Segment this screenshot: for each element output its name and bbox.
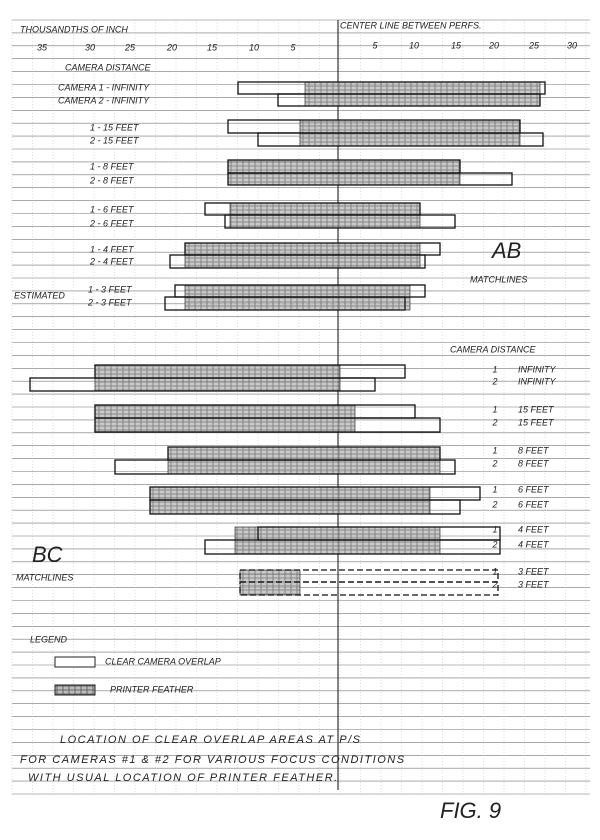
row-distance: 8 FEET — [518, 445, 550, 455]
row-distance: 6 FEET — [518, 484, 550, 494]
row-camera: 2 — [491, 499, 497, 509]
row-distance: INFINITY — [518, 364, 556, 374]
row-label: 2 - 6 FEET — [89, 218, 135, 228]
row-label: 1 - 15 FEET — [90, 122, 140, 132]
caption-line: LOCATION OF CLEAR OVERLAP AREAS AT P/S — [60, 734, 362, 746]
scale-label: 35 — [37, 42, 48, 52]
row-label: 2 - 3 FEET — [87, 297, 133, 307]
row-camera: 2 — [491, 458, 497, 468]
caption-line: FOR CAMERAS #1 & #2 FOR VARIOUS FOCUS CO… — [20, 754, 406, 766]
clear-overlap — [224, 214, 456, 229]
scale-label: 20 — [488, 40, 499, 50]
scale-label: 5 — [290, 42, 296, 52]
clear-overlap — [164, 296, 406, 311]
scale-label: 10 — [249, 42, 259, 52]
ab-label: MATCHLINES — [470, 274, 527, 284]
row-distance: 15 FEET — [518, 417, 555, 427]
row-camera: 1 — [492, 524, 497, 534]
clear-overlap — [114, 459, 456, 475]
row-label: 1 - 6 FEET — [90, 204, 135, 214]
scale-label: 15 — [207, 42, 218, 52]
legend-swatch-clear — [54, 656, 96, 668]
scale-label: 15 — [451, 40, 462, 50]
legend-title: LEGEND — [30, 634, 68, 644]
row-label: 1 - 8 FEET — [90, 161, 135, 171]
row-distance: 4 FEET — [518, 524, 550, 534]
scale-label: 5 — [372, 40, 378, 50]
row-distance: 15 FEET — [518, 404, 555, 414]
legend-item: PRINTER FEATHER — [110, 684, 194, 694]
row-camera: 2 — [491, 579, 497, 589]
row-distance: INFINITY — [518, 376, 556, 386]
figure-number: FIG. 9 — [440, 798, 501, 823]
clear-overlap — [277, 93, 541, 107]
caption-line: WITH USUAL LOCATION OF PRINTER FEATHER. — [28, 772, 339, 784]
bottom-heading: CAMERA DISTANCE — [450, 344, 537, 354]
row-label: CAMERA 2 - INFINITY — [58, 95, 150, 105]
row-distance: 4 FEET — [518, 539, 550, 549]
row-label: 2 - 8 FEET — [89, 175, 135, 185]
clear-overlap — [94, 417, 441, 433]
row-camera: 1 — [492, 566, 497, 576]
row-distance: 6 FEET — [518, 499, 550, 509]
row-camera: 1 — [492, 445, 497, 455]
clear-overlap — [169, 254, 426, 269]
bc-name: BC — [32, 542, 63, 567]
row-camera: 2 — [491, 417, 497, 427]
ab-name: AB — [490, 238, 521, 263]
overlap-bars — [29, 81, 546, 596]
clear-overlap — [204, 539, 501, 555]
clear-overlap — [257, 132, 544, 147]
scale-label: 30 — [567, 40, 577, 50]
row-distance: 3 FEET — [518, 579, 550, 589]
scale-label: 25 — [124, 42, 136, 52]
row-label: 2 - 15 FEET — [89, 135, 140, 145]
scale-label: 20 — [166, 42, 177, 52]
row-label: 2 - 4 FEET — [89, 256, 135, 266]
bc-label: MATCHLINES — [16, 572, 73, 582]
labels: THOUSANDTHS OF INCH CENTER LINE BETWEEN … — [14, 20, 577, 822]
clear-overlap — [227, 172, 513, 186]
row-camera: 1 — [492, 484, 497, 494]
scale-label: 30 — [85, 42, 95, 52]
row-distance: 8 FEET — [518, 458, 550, 468]
row-label: CAMERA 1 - INFINITY — [58, 82, 150, 92]
scale-label: 10 — [409, 40, 419, 50]
legend-swatch-feather — [54, 684, 96, 696]
left-title: THOUSANDTHS OF INCH — [20, 24, 128, 34]
top-heading: CAMERA DISTANCE — [65, 62, 152, 72]
row-distance: 3 FEET — [518, 566, 550, 576]
row-camera: 2 — [491, 376, 497, 386]
row-camera: 1 — [492, 404, 497, 414]
row-camera: 2 — [491, 539, 497, 549]
row-camera: 1 — [492, 364, 497, 374]
clear-overlap — [239, 581, 499, 596]
legend-item: CLEAR CAMERA OVERLAP — [105, 656, 221, 666]
row-label: 1 - 3 FEET — [88, 284, 133, 294]
right-title: CENTER LINE BETWEEN PERFS. — [340, 20, 482, 30]
estimated: ESTIMATED — [14, 290, 65, 300]
row-label: 1 - 4 FEET — [90, 244, 135, 254]
scale-label: 25 — [528, 40, 540, 50]
clear-overlap — [29, 377, 376, 392]
clear-overlap — [149, 499, 461, 515]
